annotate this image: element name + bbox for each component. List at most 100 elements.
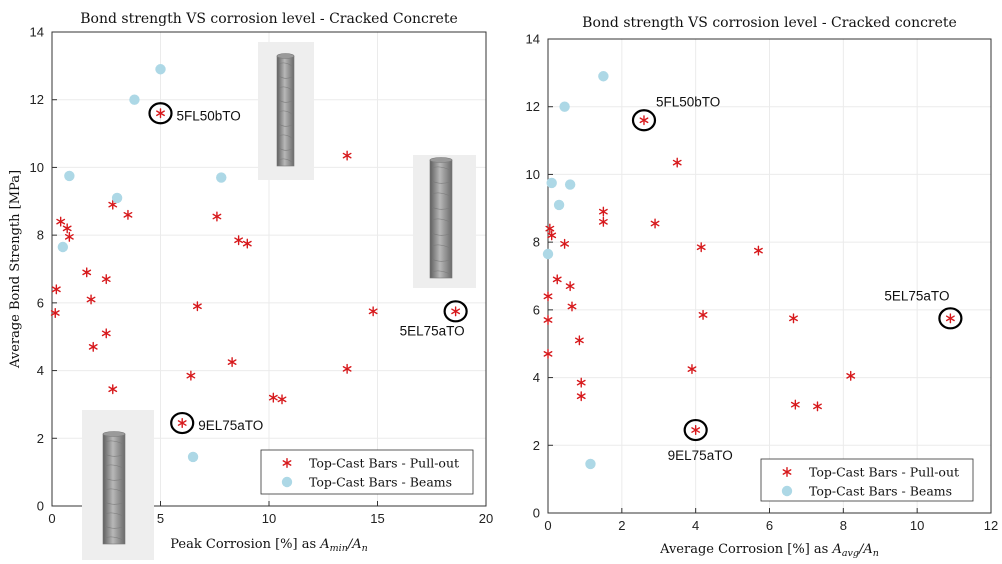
y-tick-label: 14 [526, 32, 540, 47]
asterisk-stroke [342, 366, 352, 372]
pullout-point [64, 231, 74, 242]
asterisk-stroke [846, 373, 856, 379]
x-tick-label: 10 [910, 518, 924, 533]
legend-label: Top-Cast Bars - Pull-out [809, 465, 959, 480]
x-tick-label: 15 [370, 511, 384, 526]
y-tick-label: 6 [37, 295, 44, 310]
annotation-label: 5EL75aTO [884, 288, 949, 303]
pullout-point [277, 394, 287, 405]
rebar-texture [278, 110, 293, 115]
asterisk-stroke [88, 344, 98, 350]
pullout-point [242, 238, 252, 249]
y-tick-label: 8 [37, 228, 44, 243]
rebar-texture [278, 158, 293, 163]
y-tick-label: 12 [526, 99, 540, 114]
pullout-point [598, 206, 608, 217]
asterisk-stroke [560, 240, 570, 247]
asterisk-stroke [56, 218, 66, 225]
asterisk-stroke [64, 233, 74, 240]
pullout-point [227, 357, 237, 368]
pullout-point [576, 391, 586, 402]
highlight-ring [938, 307, 963, 330]
pullout-point [101, 328, 111, 339]
x-axis-label-subscript: avg [842, 548, 859, 559]
pullout-point [234, 235, 244, 246]
asterisk-stroke [754, 247, 763, 254]
beam-point [111, 192, 123, 204]
rebar-texture [278, 62, 293, 67]
asterisk-stroke [82, 269, 92, 276]
pullout-point [451, 306, 461, 317]
rebar-texture [278, 99, 293, 103]
asterisk-stroke [813, 403, 822, 410]
annotation-label: 5EL75aTO [400, 323, 465, 338]
legend-label: Top-Cast Bars - Beams [809, 484, 952, 499]
asterisk-stroke [268, 394, 278, 401]
x-tick-label: 10 [262, 511, 276, 526]
pullout-point [576, 377, 586, 388]
legend-label: Top-Cast Bars - Pull-out [309, 456, 459, 471]
rebar-texture [278, 123, 293, 127]
asterisk-stroke [543, 293, 553, 300]
pullout-point [50, 308, 60, 319]
x-axis-label-text: Peak Corrosion [%] as [170, 537, 320, 552]
asterisk-stroke [545, 225, 555, 232]
pullout-point [790, 399, 800, 410]
y-tick-label: 2 [533, 438, 540, 453]
pullout-point [672, 157, 682, 168]
y-tick-label: 12 [30, 92, 44, 107]
x-tick-label: 20 [479, 511, 493, 526]
asterisk-stroke [234, 237, 244, 244]
asterisk-stroke [687, 366, 697, 372]
beam-point [559, 101, 570, 112]
series-pullout [50, 108, 461, 429]
x-axis-label-math: A [831, 542, 841, 557]
pullout-point [108, 199, 118, 210]
y-tick-label: 2 [37, 431, 44, 446]
y-tick-label: 0 [533, 506, 540, 521]
beam-point [585, 458, 596, 470]
x-axis-label-subscript: n [362, 543, 368, 554]
asterisk-stroke [672, 159, 682, 166]
asterisk-stroke [639, 117, 649, 124]
rebar-texture [431, 232, 451, 236]
asterisk-stroke [567, 303, 577, 310]
rebar-texture [431, 258, 451, 262]
grid-lines [547, 38, 992, 514]
beam-point [57, 241, 69, 253]
asterisk-stroke [790, 401, 800, 408]
asterisk-stroke [552, 276, 562, 283]
pullout-point [101, 274, 111, 285]
x-axis-label-math: A [319, 537, 329, 552]
highlight-ring [443, 300, 468, 323]
asterisk-stroke [451, 308, 461, 315]
pullout-point [51, 284, 61, 295]
pullout-point [177, 418, 187, 429]
rebar-image [413, 155, 476, 288]
rebar-end [429, 157, 453, 163]
pullout-point [650, 218, 660, 229]
legend: Top-Cast Bars - Pull-out Top-Cast Bars - … [260, 449, 474, 495]
rebar-texture [431, 244, 451, 249]
pullout-point [156, 108, 165, 119]
highlight-ring [631, 109, 657, 132]
beam-point [64, 170, 75, 182]
asterisk-stroke [691, 427, 701, 433]
y-tick-label: 8 [533, 235, 540, 250]
beam-point [216, 172, 227, 183]
rebar-texture [431, 270, 451, 275]
x-tick-label: 12 [984, 518, 998, 533]
rebar-texture [104, 477, 124, 481]
asterisk-stroke [282, 460, 292, 466]
legend-marker-pullout [782, 467, 792, 477]
rebar-texture [431, 180, 451, 184]
y-tick-label: 4 [37, 363, 44, 378]
asterisk-stroke [598, 218, 608, 225]
asterisk-stroke [192, 303, 202, 310]
legend-box [760, 458, 974, 502]
beam-point [129, 94, 140, 105]
x-axis-label: Average Corrosion [%] as Aavg/An [659, 542, 879, 559]
asterisk-stroke [782, 469, 792, 475]
y-tick-label: 6 [533, 302, 540, 317]
pullout-point [846, 370, 856, 381]
